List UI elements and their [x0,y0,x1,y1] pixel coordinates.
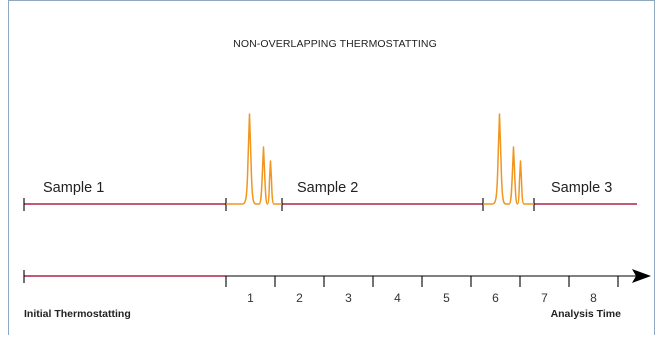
axis-tick-label: 7 [541,291,548,305]
sample-3-label: Sample 3 [551,180,612,196]
diagram-title: NON-OVERLAPPING THERMOSTATTING [233,38,437,50]
axis-ticks: 1 2 3 4 5 6 7 8 [225,276,619,305]
initial-thermostatting-caption: Initial Thermostatting [24,308,131,320]
figure-frame [8,0,655,335]
axis-tick-label: 3 [345,291,352,305]
axis-tick-label: 2 [296,291,303,305]
axis-tick-label: 4 [394,291,401,305]
axis-tick-label: 8 [590,291,597,305]
axis-tick-label: 6 [492,291,499,305]
sample-2-label: Sample 2 [297,180,358,196]
analysis-time-caption: Analysis Time [551,308,622,320]
chromatogram-peaks-2 [483,113,534,205]
axis-tick-label: 5 [443,291,450,305]
chromatogram-peaks-1 [226,113,282,205]
sample-1-label: Sample 1 [43,180,104,196]
axis-arrow-icon [632,269,651,283]
axis-tick-label: 1 [247,291,254,305]
sample-timeline [23,198,637,211]
